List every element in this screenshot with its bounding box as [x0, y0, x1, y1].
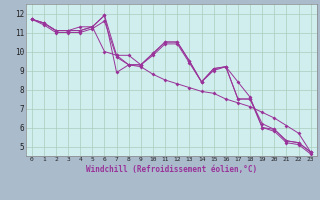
X-axis label: Windchill (Refroidissement éolien,°C): Windchill (Refroidissement éolien,°C)	[86, 165, 257, 174]
